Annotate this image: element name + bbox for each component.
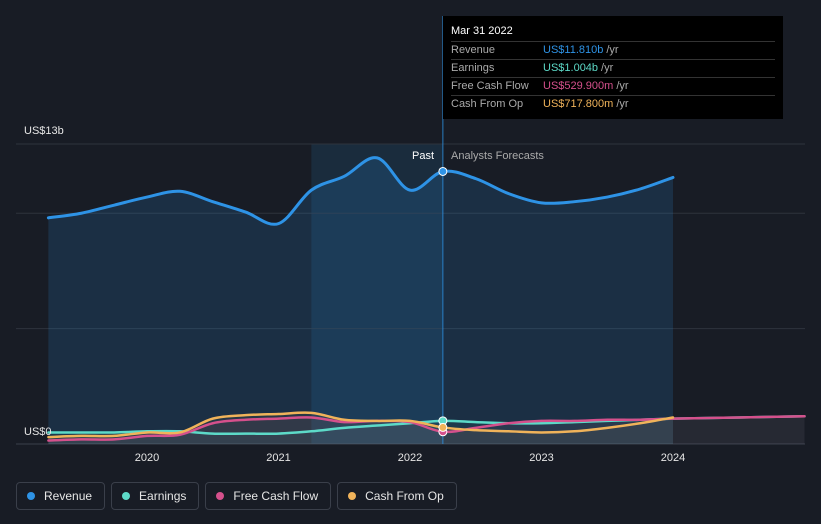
y-axis-top-label: US$13b (24, 125, 64, 137)
past-label: Past (412, 150, 435, 162)
tooltip-value: US$529.900m (543, 80, 614, 92)
y-axis-bottom-label: US$0 (24, 426, 52, 438)
legend-label: Revenue (44, 489, 93, 503)
legend-dot-icon (348, 492, 357, 500)
hover-marker-cash-from-op (438, 422, 448, 432)
series-line-cash-from-op (47, 411, 675, 439)
tooltip-row-cash-from-op: Cash From Op US$717.800m /yr (451, 95, 775, 113)
legend-dot-icon (122, 492, 131, 500)
series-line-revenue (46, 156, 675, 226)
legend-item-earnings[interactable]: Earnings (111, 482, 200, 510)
legend-label: Cash From Op (365, 489, 444, 503)
legend: Revenue Earnings Free Cash Flow Cash Fro… (16, 482, 457, 510)
legend-dot-icon (216, 492, 225, 500)
tooltip: Mar 31 2022 Revenue US$11.810b /yr Earni… (443, 16, 783, 119)
series-area-revenue (48, 157, 673, 445)
series-area-cash-from-op (48, 412, 673, 444)
x-tick-label: 2022 (398, 452, 422, 464)
tooltip-row-free-cash-flow: Free Cash Flow US$529.900m /yr (451, 77, 775, 95)
legend-label: Earnings (139, 489, 187, 503)
legend-dot-icon (27, 492, 35, 500)
tooltip-row-earnings: Earnings US$1.004b /yr (451, 59, 775, 77)
x-tick-label: 2021 (266, 452, 290, 464)
past-band (311, 144, 443, 444)
tooltip-unit: /yr (606, 44, 619, 56)
tooltip-row-revenue: Revenue US$11.810b /yr (451, 41, 775, 59)
tooltip-title: Mar 31 2022 (451, 25, 513, 37)
forecast-label: Analysts Forecasts (451, 150, 544, 162)
tooltip-label: Free Cash Flow (451, 80, 529, 92)
x-tick-label: 2024 (661, 452, 685, 464)
hover-marker-revenue (438, 166, 448, 176)
tooltip-label: Earnings (451, 62, 495, 74)
legend-item-cash-from-op[interactable]: Cash From Op (337, 482, 457, 510)
legend-label: Free Cash Flow (233, 489, 319, 503)
tooltip-value: US$717.800m (543, 98, 614, 110)
series-area-earnings (48, 416, 805, 444)
tooltip-unit: /yr (616, 98, 629, 110)
legend-item-revenue[interactable]: Revenue (16, 482, 106, 510)
legend-item-free-cash-flow[interactable]: Free Cash Flow (205, 482, 332, 510)
tooltip-unit: /yr (601, 62, 614, 74)
tooltip-unit: /yr (616, 80, 629, 92)
tooltip-value: US$1.004b (543, 62, 599, 74)
x-tick-label: 2023 (529, 452, 553, 464)
tooltip-label: Revenue (451, 44, 496, 56)
tooltip-label: Cash From Op (451, 98, 524, 110)
tooltip-value: US$11.810b (543, 44, 604, 56)
series-area-free-cash-flow (48, 416, 805, 444)
x-tick-label: 2020 (135, 452, 159, 464)
